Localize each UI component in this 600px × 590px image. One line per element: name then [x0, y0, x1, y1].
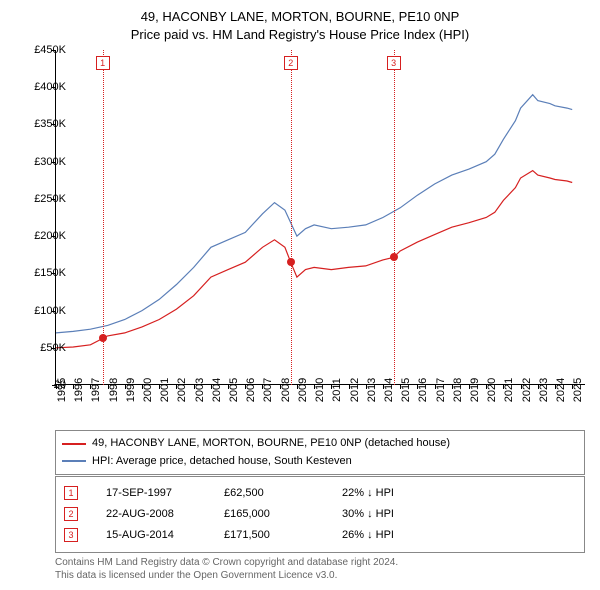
- chart-plot-area: 1995199619971998199920002001200220032004…: [55, 50, 585, 385]
- y-tick-label: £100K: [34, 305, 66, 317]
- x-tick-label: 2019: [469, 378, 481, 402]
- sale-delta: 22% ↓ HPI: [342, 483, 432, 504]
- chart-legend: 49, HACONBY LANE, MORTON, BOURNE, PE10 0…: [55, 430, 585, 475]
- x-tick-label: 2016: [417, 378, 429, 402]
- sale-date: 15-AUG-2014: [106, 525, 196, 546]
- x-tick-label: 2003: [194, 378, 206, 402]
- x-tick-label: 2004: [211, 378, 223, 402]
- x-tick-label: 2002: [176, 378, 188, 402]
- sale-date: 22-AUG-2008: [106, 504, 196, 525]
- sale-price: £171,500: [224, 525, 314, 546]
- attribution-line1: Contains HM Land Registry data © Crown c…: [55, 556, 585, 569]
- sale-row: 1 17-SEP-1997 £62,500 22% ↓ HPI: [64, 483, 576, 504]
- x-tick-label: 2000: [142, 378, 154, 402]
- chart-title-line2: Price paid vs. HM Land Registry's House …: [0, 26, 600, 44]
- x-tick-label: 1996: [73, 378, 85, 402]
- sale-marker-1-num: 1: [68, 488, 73, 498]
- series-hpi: [56, 95, 572, 333]
- x-tick-label: 2011: [331, 378, 343, 402]
- x-tick-label: 1997: [90, 378, 102, 402]
- x-tick-label: 2017: [435, 378, 447, 402]
- y-tick-label: £150K: [34, 267, 66, 279]
- chart-svg: [56, 50, 586, 385]
- sale-vline-3: [394, 50, 395, 385]
- x-tick-label: 2023: [538, 378, 550, 402]
- legend-row-hpi: HPI: Average price, detached house, Sout…: [62, 453, 578, 471]
- chart-title-line1: 49, HACONBY LANE, MORTON, BOURNE, PE10 0…: [0, 8, 600, 26]
- sale-marker-2-num: 2: [68, 509, 73, 519]
- sale-marker-3: 3: [64, 528, 78, 542]
- x-tick-label: 2001: [159, 378, 171, 402]
- x-tick-label: 2015: [400, 378, 412, 402]
- legend-label-property: 49, HACONBY LANE, MORTON, BOURNE, PE10 0…: [92, 435, 450, 453]
- x-tick-label: 2020: [486, 378, 498, 402]
- attribution-line2: This data is licensed under the Open Gov…: [55, 569, 585, 582]
- x-tick-label: 2022: [521, 378, 533, 402]
- sale-delta: 26% ↓ HPI: [342, 525, 432, 546]
- sale-dot-2: [287, 258, 295, 266]
- y-tick-label: £300K: [34, 156, 66, 168]
- x-tick-label: 2010: [314, 378, 326, 402]
- x-tick-label: 2018: [452, 378, 464, 402]
- y-tick-label: £350K: [34, 118, 66, 130]
- y-tick-label: £450K: [34, 44, 66, 56]
- legend-label-hpi: HPI: Average price, detached house, Sout…: [92, 453, 352, 471]
- sale-marker-box-1: 1: [96, 56, 110, 70]
- sale-dot-1: [99, 334, 107, 342]
- x-tick-label: 2012: [349, 378, 361, 402]
- sale-marker-box-3: 3: [387, 56, 401, 70]
- y-tick-label: £0: [54, 379, 66, 391]
- y-tick-label: £200K: [34, 230, 66, 242]
- x-tick-label: 1998: [108, 378, 120, 402]
- sale-date: 17-SEP-1997: [106, 483, 196, 504]
- x-tick-label: 2025: [572, 378, 584, 402]
- x-tick-label: 2005: [228, 378, 240, 402]
- sale-marker-3-num: 3: [68, 530, 73, 540]
- x-tick-label: 2009: [297, 378, 309, 402]
- sale-row: 2 22-AUG-2008 £165,000 30% ↓ HPI: [64, 504, 576, 525]
- sale-row: 3 15-AUG-2014 £171,500 26% ↓ HPI: [64, 525, 576, 546]
- attribution-block: Contains HM Land Registry data © Crown c…: [55, 556, 585, 582]
- x-tick-label: 2007: [262, 378, 274, 402]
- y-tick-label: £250K: [34, 193, 66, 205]
- y-tick-label: £400K: [34, 81, 66, 93]
- sale-marker-1: 1: [64, 486, 78, 500]
- x-tick-label: 2006: [245, 378, 257, 402]
- legend-swatch-property: [62, 443, 86, 445]
- x-tick-label: 2021: [503, 378, 515, 402]
- y-tick-label: £50K: [40, 342, 66, 354]
- sale-price: £62,500: [224, 483, 314, 504]
- sales-table: 1 17-SEP-1997 £62,500 22% ↓ HPI 2 22-AUG…: [55, 476, 585, 553]
- chart-title-block: 49, HACONBY LANE, MORTON, BOURNE, PE10 0…: [0, 0, 600, 44]
- legend-swatch-hpi: [62, 460, 86, 462]
- x-tick-label: 2024: [555, 378, 567, 402]
- legend-row-property: 49, HACONBY LANE, MORTON, BOURNE, PE10 0…: [62, 435, 578, 453]
- sale-vline-2: [291, 50, 292, 385]
- sale-marker-2: 2: [64, 507, 78, 521]
- sale-dot-3: [390, 253, 398, 261]
- x-tick-label: 2013: [366, 378, 378, 402]
- x-tick-label: 1999: [125, 378, 137, 402]
- sale-delta: 30% ↓ HPI: [342, 504, 432, 525]
- sale-marker-box-2: 2: [284, 56, 298, 70]
- sale-price: £165,000: [224, 504, 314, 525]
- page-root: 49, HACONBY LANE, MORTON, BOURNE, PE10 0…: [0, 0, 600, 590]
- series-property: [56, 171, 572, 348]
